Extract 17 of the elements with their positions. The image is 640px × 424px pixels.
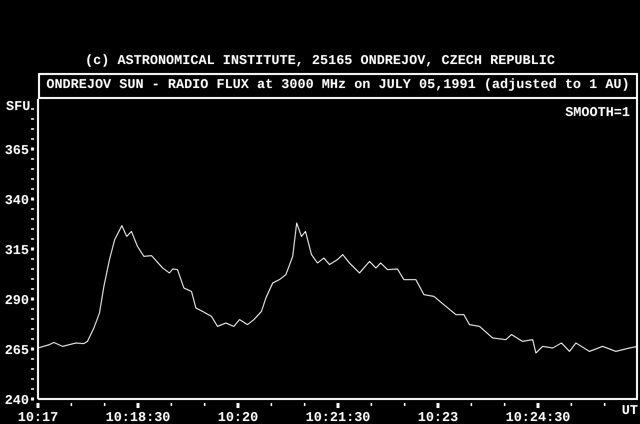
x-tick-label: 10:21:30 — [306, 411, 370, 424]
y-tick-label: 315 — [4, 244, 29, 259]
x-tick-label: 10:17 — [18, 411, 58, 424]
x-tick-label: 10:20 — [218, 411, 258, 424]
text: (c) ASTRONOMICAL INSTITUTE, 25165 ONDREJOV, CZECH REPUBLIC — [84, 54, 556, 69]
x-tick-label: 10:18:30 — [106, 411, 170, 424]
chart-title: ONDREJOV SUN - RADIO FLUX at 3000 MHz on JULY 05,1991 (adjusted to 1 AU) — [38, 73, 638, 99]
x-tick-label: 10:23 — [418, 411, 458, 424]
y-axis-title: SFU — [6, 100, 30, 115]
y-tick-label: 340 — [4, 194, 29, 209]
y-tick-label: 265 — [4, 344, 29, 359]
y-tick-label: 240 — [4, 394, 29, 409]
x-axis-title: UT — [622, 404, 638, 419]
x-tick-label: 10:24:30 — [506, 411, 570, 424]
annotation: SMOOTH=1 — [565, 106, 630, 121]
y-tick-label: 365 — [4, 144, 29, 159]
y-tick-label: 290 — [4, 294, 29, 309]
